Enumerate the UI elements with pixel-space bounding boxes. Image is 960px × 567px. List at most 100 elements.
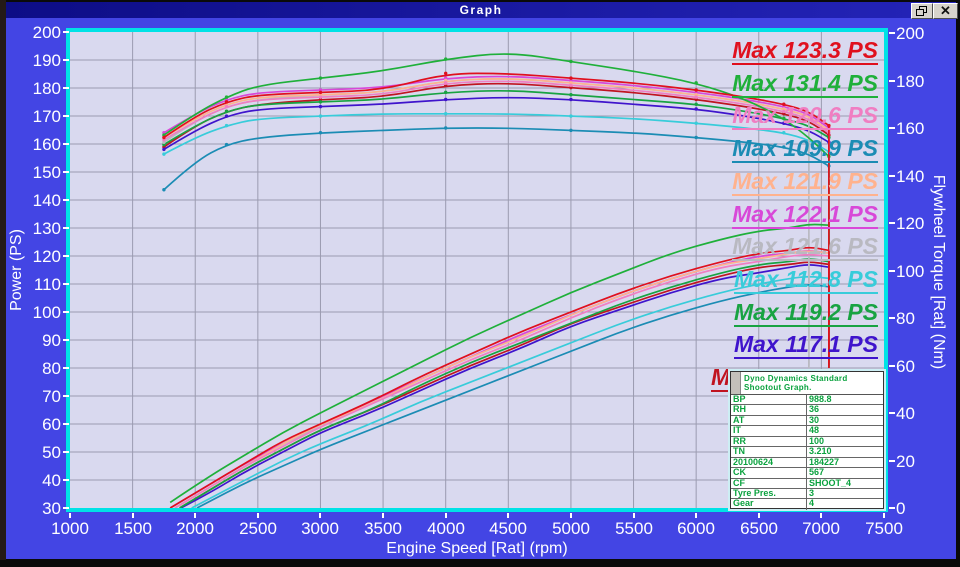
x-tick-label: 7000 bbox=[802, 519, 840, 538]
y-left-tick-mark bbox=[63, 87, 69, 89]
torque-marker bbox=[569, 81, 573, 85]
torque-marker bbox=[569, 93, 573, 97]
torque-marker bbox=[782, 107, 786, 111]
y-right-tick-label: 20 bbox=[896, 452, 915, 471]
torque-marker bbox=[443, 112, 448, 116]
torque-marker bbox=[224, 114, 229, 118]
y-right-tick-mark bbox=[889, 32, 895, 34]
x-tick-label: 7500 bbox=[865, 519, 903, 538]
table-row-value: 3.210 bbox=[809, 447, 832, 457]
torque-marker bbox=[782, 102, 786, 106]
y-right-tick-mark bbox=[889, 460, 895, 462]
y-right-tick-mark bbox=[889, 365, 895, 367]
torque-marker bbox=[443, 97, 448, 102]
torque-marker bbox=[569, 114, 573, 118]
y-left-tick-label: 60 bbox=[42, 415, 61, 434]
torque-marker bbox=[318, 114, 323, 118]
y-right-tick-label: 120 bbox=[896, 214, 925, 233]
torque-marker bbox=[443, 76, 448, 80]
x-tick-mark bbox=[69, 513, 71, 518]
power-curve bbox=[179, 258, 830, 508]
y-left-tick-mark bbox=[63, 367, 69, 369]
run-info-table-header: Dyno Dynamics Standard Shootout Graph. bbox=[731, 372, 883, 395]
x-tick-mark bbox=[445, 513, 447, 518]
y-left-tick-mark bbox=[63, 171, 69, 173]
table-row: Tyre Pres. 3 bbox=[731, 488, 883, 500]
close-window-button[interactable]: ✕ bbox=[933, 3, 958, 19]
y-left-tick-label: 150 bbox=[32, 163, 61, 182]
close-icon: ✕ bbox=[940, 3, 951, 18]
torque-curve bbox=[163, 89, 830, 146]
torque-marker bbox=[162, 152, 166, 156]
y-left-tick-mark bbox=[63, 255, 69, 257]
x-tick-mark bbox=[319, 513, 321, 518]
torque-marker bbox=[224, 100, 229, 104]
y-left-tick-label: 40 bbox=[42, 471, 61, 490]
x-tick-label: 4500 bbox=[489, 519, 527, 538]
torque-curve bbox=[163, 127, 830, 191]
y-left-tick-label: 180 bbox=[32, 79, 61, 98]
table-row-label: CK bbox=[731, 468, 807, 478]
power-curve bbox=[180, 264, 830, 508]
y-right-tick-mark bbox=[889, 175, 895, 177]
table-row-value: 48 bbox=[809, 426, 820, 436]
torque-marker bbox=[694, 81, 698, 85]
y-left-tick-mark bbox=[63, 31, 69, 33]
torque-marker bbox=[694, 97, 698, 102]
window-titlebar[interactable]: Graph bbox=[6, 2, 956, 18]
restore-icon bbox=[916, 6, 927, 16]
y-left-tick-label: 30 bbox=[42, 499, 61, 518]
x-tick-mark bbox=[382, 513, 384, 518]
table-row: RH 36 bbox=[731, 405, 883, 416]
y-left-tick-label: 170 bbox=[32, 107, 61, 126]
y-right-tick-mark bbox=[889, 412, 895, 414]
y-right-tick-mark bbox=[889, 80, 895, 82]
y-left-tick-mark bbox=[63, 283, 69, 285]
torque-marker bbox=[569, 76, 573, 80]
torque-marker bbox=[569, 128, 573, 133]
torque-curve bbox=[163, 96, 830, 151]
table-row-label: AT bbox=[731, 415, 807, 426]
torque-marker bbox=[694, 121, 698, 125]
y-left-tick-mark bbox=[63, 143, 69, 145]
torque-marker bbox=[224, 104, 229, 109]
torque-marker bbox=[694, 88, 698, 92]
y-left-tick-label: 120 bbox=[32, 247, 61, 266]
torque-marker bbox=[162, 145, 166, 149]
torque-marker bbox=[318, 97, 323, 102]
y-right-tick-label: 80 bbox=[896, 309, 915, 328]
x-tick-mark bbox=[758, 513, 760, 518]
torque-marker bbox=[782, 121, 786, 125]
torque-marker bbox=[782, 104, 786, 109]
torque-marker bbox=[318, 90, 323, 95]
y-right-tick-label: 40 bbox=[896, 404, 915, 423]
table-row-label: Gear bbox=[731, 499, 807, 510]
x-tick-label: 4000 bbox=[427, 519, 465, 538]
torque-marker bbox=[224, 109, 229, 114]
power-curve bbox=[169, 246, 830, 508]
torque-marker bbox=[162, 138, 166, 142]
torque-marker bbox=[569, 85, 573, 90]
y-left-tick-label: 110 bbox=[33, 275, 61, 294]
table-row-value: 988.8 bbox=[809, 395, 832, 404]
y-left-tick-mark bbox=[63, 479, 69, 481]
y-right-tick-mark bbox=[889, 127, 895, 129]
table-row-label: BP bbox=[731, 395, 807, 405]
y-left-tick-mark bbox=[63, 311, 69, 313]
y-left-tick-label: 70 bbox=[42, 387, 61, 406]
torque-curve bbox=[163, 53, 830, 158]
torque-marker bbox=[569, 97, 573, 102]
desktop-edge bbox=[0, 0, 6, 560]
torque-marker bbox=[162, 147, 166, 152]
y-left-tick-mark bbox=[63, 339, 69, 341]
y-left-tick-mark bbox=[63, 423, 69, 425]
torque-marker bbox=[318, 100, 323, 104]
table-row: AT 30 bbox=[731, 415, 883, 427]
restore-window-button[interactable] bbox=[911, 3, 933, 19]
dyno-curves bbox=[162, 53, 831, 508]
table-row: IT 48 bbox=[731, 426, 883, 437]
y-left-tick-label: 80 bbox=[42, 359, 61, 378]
y-right-tick-label: 0 bbox=[896, 499, 906, 518]
table-row-value: SHOOT_4 bbox=[809, 478, 852, 488]
torque-marker bbox=[318, 93, 323, 97]
